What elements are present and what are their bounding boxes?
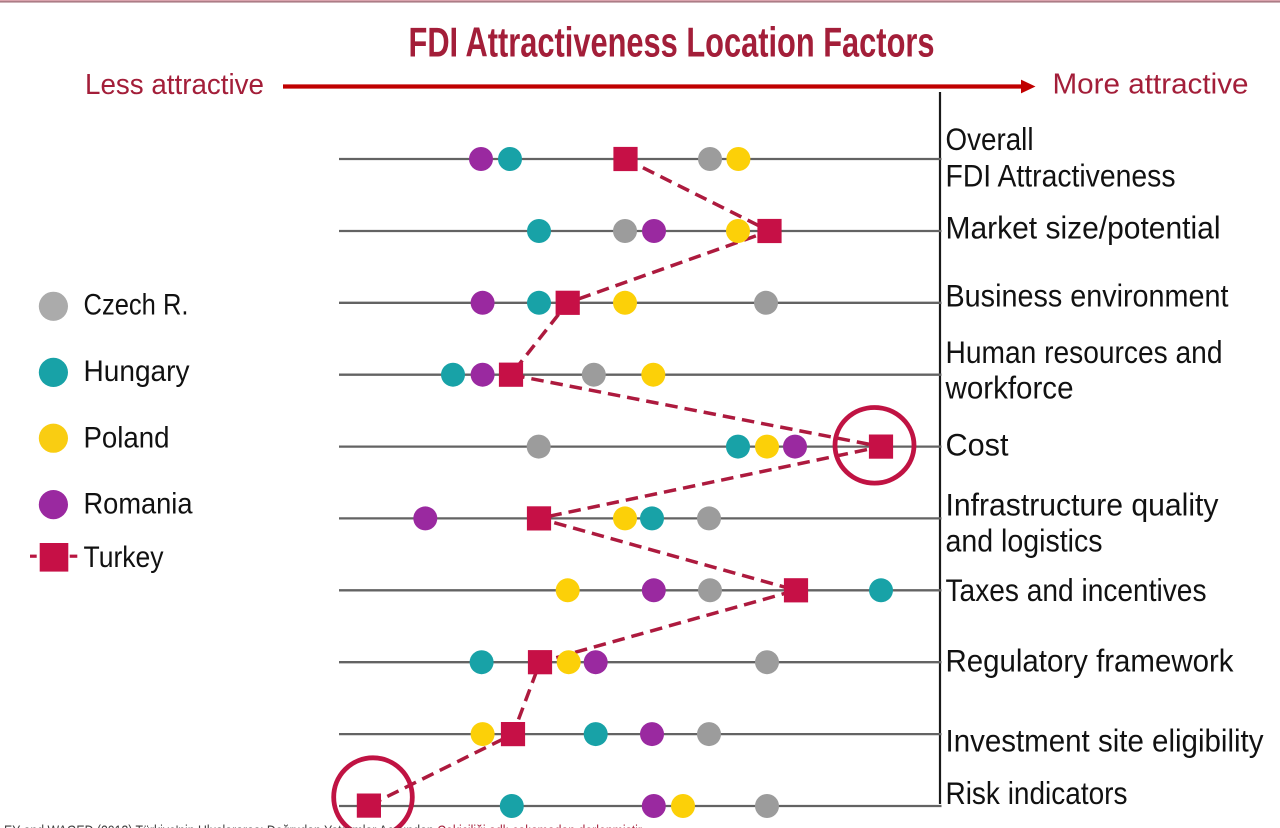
svg-text:Turkey: Turkey: [84, 541, 164, 574]
svg-text:Romania: Romania: [84, 488, 193, 521]
svg-text:Poland: Poland: [84, 421, 170, 454]
svg-text:Human resources and: Human resources and: [946, 334, 1223, 370]
svg-text:Czech R.: Czech R.: [84, 289, 189, 322]
svg-text:Investment site eligibility: Investment site eligibility: [946, 722, 1264, 758]
svg-text:and logistics: and logistics: [946, 522, 1103, 558]
svg-text:Business environment: Business environment: [946, 278, 1229, 314]
svg-text:Market size/potential: Market size/potential: [946, 210, 1221, 246]
svg-text:Regulatory framework: Regulatory framework: [946, 643, 1234, 679]
svg-text:More attractive: More attractive: [1053, 69, 1249, 101]
svg-text:Hungary: Hungary: [84, 355, 190, 388]
svg-text:Taxes and incentives: Taxes and incentives: [946, 572, 1207, 608]
svg-text:EY and WAGED (2013) Türkiye'ni: EY and WAGED (2013) Türkiye'nin Uluslara…: [4, 824, 642, 828]
svg-text:Cost: Cost: [946, 426, 1009, 462]
svg-text:Risk indicators: Risk indicators: [946, 775, 1128, 811]
svg-text:Less attractive: Less attractive: [85, 69, 264, 101]
svg-text:FDI Attractiveness: FDI Attractiveness: [946, 157, 1176, 193]
svg-text:Overall: Overall: [946, 121, 1034, 157]
svg-text:FDI Attractiveness Location Fa: FDI Attractiveness Location Factors: [409, 18, 935, 65]
svg-text:workforce: workforce: [945, 370, 1074, 406]
svg-text:Infrastructure quality: Infrastructure quality: [946, 486, 1219, 522]
